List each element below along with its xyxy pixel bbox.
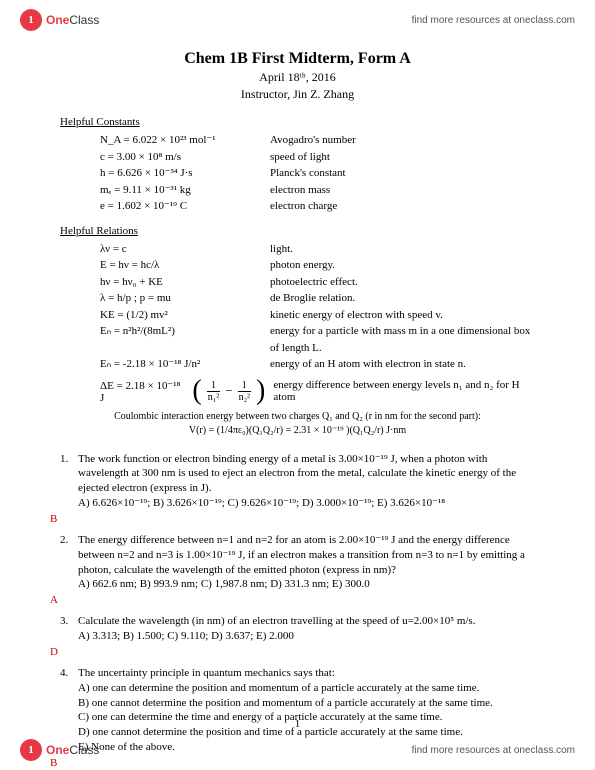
question-body: Calculate the wavelength (in nm) of an e… bbox=[78, 614, 535, 644]
relations-list: λν = clight.E = hν = hc/λphoton energy.h… bbox=[60, 241, 535, 373]
fraction-2-den: n₂² bbox=[235, 392, 254, 403]
brand-name-one: One bbox=[46, 13, 69, 27]
constant-row: N_A = 6.022 × 10²³ mol⁻¹Avogadro's numbe… bbox=[100, 132, 535, 149]
relation-description: photoelectric effect. bbox=[270, 274, 535, 291]
constant-expression: N_A = 6.022 × 10²³ mol⁻¹ bbox=[100, 132, 270, 149]
constant-expression: h = 6.626 × 10⁻³⁴ J·s bbox=[100, 165, 270, 182]
answer-mark: A bbox=[50, 594, 535, 606]
page-title: Chem 1B First Midterm, Form A bbox=[60, 50, 535, 68]
relation-row: E = hν = hc/λphoton energy. bbox=[100, 257, 535, 274]
doc-instructor: Instructor, Jin Z. Zhang bbox=[60, 87, 535, 102]
relations-heading: Helpful Relations bbox=[60, 225, 535, 237]
relation-description: light. bbox=[270, 241, 535, 258]
constant-description: speed of light bbox=[270, 149, 535, 166]
question-body: The work function or electron binding en… bbox=[78, 452, 535, 511]
relation-expression: λν = c bbox=[100, 241, 270, 258]
question-options: A) 6.626×10⁻¹⁹; B) 3.626×10⁻¹⁹; C) 9.626… bbox=[78, 496, 535, 511]
relation-description: de Broglie relation. bbox=[270, 290, 535, 307]
constant-description: Planck's constant bbox=[270, 165, 535, 182]
minus-sign: − bbox=[225, 383, 232, 399]
brand-name: OneClass bbox=[46, 13, 99, 27]
footer-brand-one: One bbox=[46, 743, 69, 757]
constant-description: electron charge bbox=[270, 198, 535, 215]
fraction-2: 1 n₂² bbox=[235, 380, 254, 403]
brand-name-class: Class bbox=[69, 13, 99, 27]
answer-mark: B bbox=[50, 513, 535, 525]
relation-expression: KE = (1/2) mv² bbox=[100, 307, 270, 324]
question-text: The uncertainty principle in quantum mec… bbox=[78, 666, 535, 681]
fraction-1-den: n₁² bbox=[204, 392, 223, 403]
brand-logo: 1 OneClass bbox=[20, 9, 99, 31]
document-body: Chem 1B First Midterm, Form A April 18ᵗʰ… bbox=[0, 36, 595, 769]
constant-row: e = 1.602 × 10⁻¹⁹ Celectron charge bbox=[100, 198, 535, 215]
relation-row: λ = h/p ; p = mude Broglie relation. bbox=[100, 290, 535, 307]
footer-brand-class: Class bbox=[69, 743, 99, 757]
right-paren-icon: ) bbox=[256, 380, 265, 402]
delta-e-rhs: energy difference between energy levels … bbox=[273, 379, 535, 403]
coulomb-line-2: V(r) = (1/4πε₀)(Q₁Q₂/r) = 2.31 × 10⁻¹⁹ )… bbox=[60, 424, 535, 438]
relation-expression: λ = h/p ; p = mu bbox=[100, 290, 270, 307]
relation-row: hν = hν₀ + KEphotoelectric effect. bbox=[100, 274, 535, 291]
page-number: 1 bbox=[0, 718, 595, 730]
left-paren-icon: ( bbox=[192, 380, 201, 402]
relation-description: kinetic energy of electron with speed v. bbox=[270, 307, 535, 324]
relation-expression: Eₙ = n²h²/(8mL²) bbox=[100, 323, 270, 356]
question-body: The energy difference between n=1 and n=… bbox=[78, 533, 535, 592]
question-item: 1.The work function or electron binding … bbox=[60, 452, 535, 511]
page-footer: 1 OneClass find more resources at onecla… bbox=[0, 734, 595, 770]
coulomb-note: Coulombic interaction energy between two… bbox=[60, 410, 535, 438]
relation-row: Eₙ = -2.18 × 10⁻¹⁸ J/n²energy of an H at… bbox=[100, 356, 535, 373]
constant-description: electron mass bbox=[270, 182, 535, 199]
relation-row: Eₙ = n²h²/(8mL²)energy for a particle wi… bbox=[100, 323, 535, 356]
relation-description: photon energy. bbox=[270, 257, 535, 274]
footer-brand-icon: 1 bbox=[20, 739, 42, 761]
question-options: A) 3.313; B) 1.500; C) 9.110; D) 3.637; … bbox=[78, 629, 535, 644]
relation-expression: hν = hν₀ + KE bbox=[100, 274, 270, 291]
question-options: A) 662.6 nm; B) 993.9 nm; C) 1,987.8 nm;… bbox=[78, 577, 535, 592]
fraction-1: 1 n₁² bbox=[204, 380, 223, 403]
header-tagline: find more resources at oneclass.com bbox=[412, 15, 575, 26]
constant-expression: c = 3.00 × 10⁸ m/s bbox=[100, 149, 270, 166]
question-item: 2.The energy difference between n=1 and … bbox=[60, 533, 535, 592]
relation-description: energy for a particle with mass m in a o… bbox=[270, 323, 535, 356]
constant-description: Avogadro's number bbox=[270, 132, 535, 149]
footer-tagline: find more resources at oneclass.com bbox=[412, 745, 575, 756]
question-text: Calculate the wavelength (in nm) of an e… bbox=[78, 614, 535, 629]
question-text: The energy difference between n=1 and n=… bbox=[78, 533, 535, 578]
delta-e-equation: ΔE = 2.18 × 10⁻¹⁸ J ( 1 n₁² − 1 n₂² ) en… bbox=[100, 379, 535, 404]
brand-icon: 1 bbox=[20, 9, 42, 31]
constant-expression: mₑ = 9.11 × 10⁻³¹ kg bbox=[100, 182, 270, 199]
constant-row: mₑ = 9.11 × 10⁻³¹ kgelectron mass bbox=[100, 182, 535, 199]
coulomb-line-1: Coulombic interaction energy between two… bbox=[60, 410, 535, 424]
doc-date: April 18ᵗʰ, 2016 bbox=[60, 70, 535, 85]
constants-list: N_A = 6.022 × 10²³ mol⁻¹Avogadro's numbe… bbox=[60, 132, 535, 215]
relation-expression: Eₙ = -2.18 × 10⁻¹⁸ J/n² bbox=[100, 356, 270, 373]
footer-brand-logo: 1 OneClass bbox=[20, 739, 99, 761]
fraction-2-num: 1 bbox=[238, 380, 251, 392]
question-number: 2. bbox=[60, 533, 78, 592]
constant-row: c = 3.00 × 10⁸ m/sspeed of light bbox=[100, 149, 535, 166]
page-header: 1 OneClass find more resources at onecla… bbox=[0, 0, 595, 36]
question-number: 3. bbox=[60, 614, 78, 644]
delta-e-fraction-group: ( 1 n₁² − 1 n₂² ) bbox=[192, 380, 265, 403]
footer-brand-name: OneClass bbox=[46, 743, 99, 757]
question-text: The work function or electron binding en… bbox=[78, 452, 535, 497]
question-number: 1. bbox=[60, 452, 78, 511]
relation-row: λν = clight. bbox=[100, 241, 535, 258]
fraction-1-num: 1 bbox=[207, 380, 220, 392]
relation-expression: E = hν = hc/λ bbox=[100, 257, 270, 274]
relation-row: KE = (1/2) mv²kinetic energy of electron… bbox=[100, 307, 535, 324]
question-item: 3.Calculate the wavelength (in nm) of an… bbox=[60, 614, 535, 644]
delta-e-lhs: ΔE = 2.18 × 10⁻¹⁸ J bbox=[100, 379, 184, 404]
constant-expression: e = 1.602 × 10⁻¹⁹ C bbox=[100, 198, 270, 215]
relation-description: energy of an H atom with electron in sta… bbox=[270, 356, 535, 373]
constant-row: h = 6.626 × 10⁻³⁴ J·sPlanck's constant bbox=[100, 165, 535, 182]
constants-heading: Helpful Constants bbox=[60, 116, 535, 128]
answer-mark: D bbox=[50, 646, 535, 658]
